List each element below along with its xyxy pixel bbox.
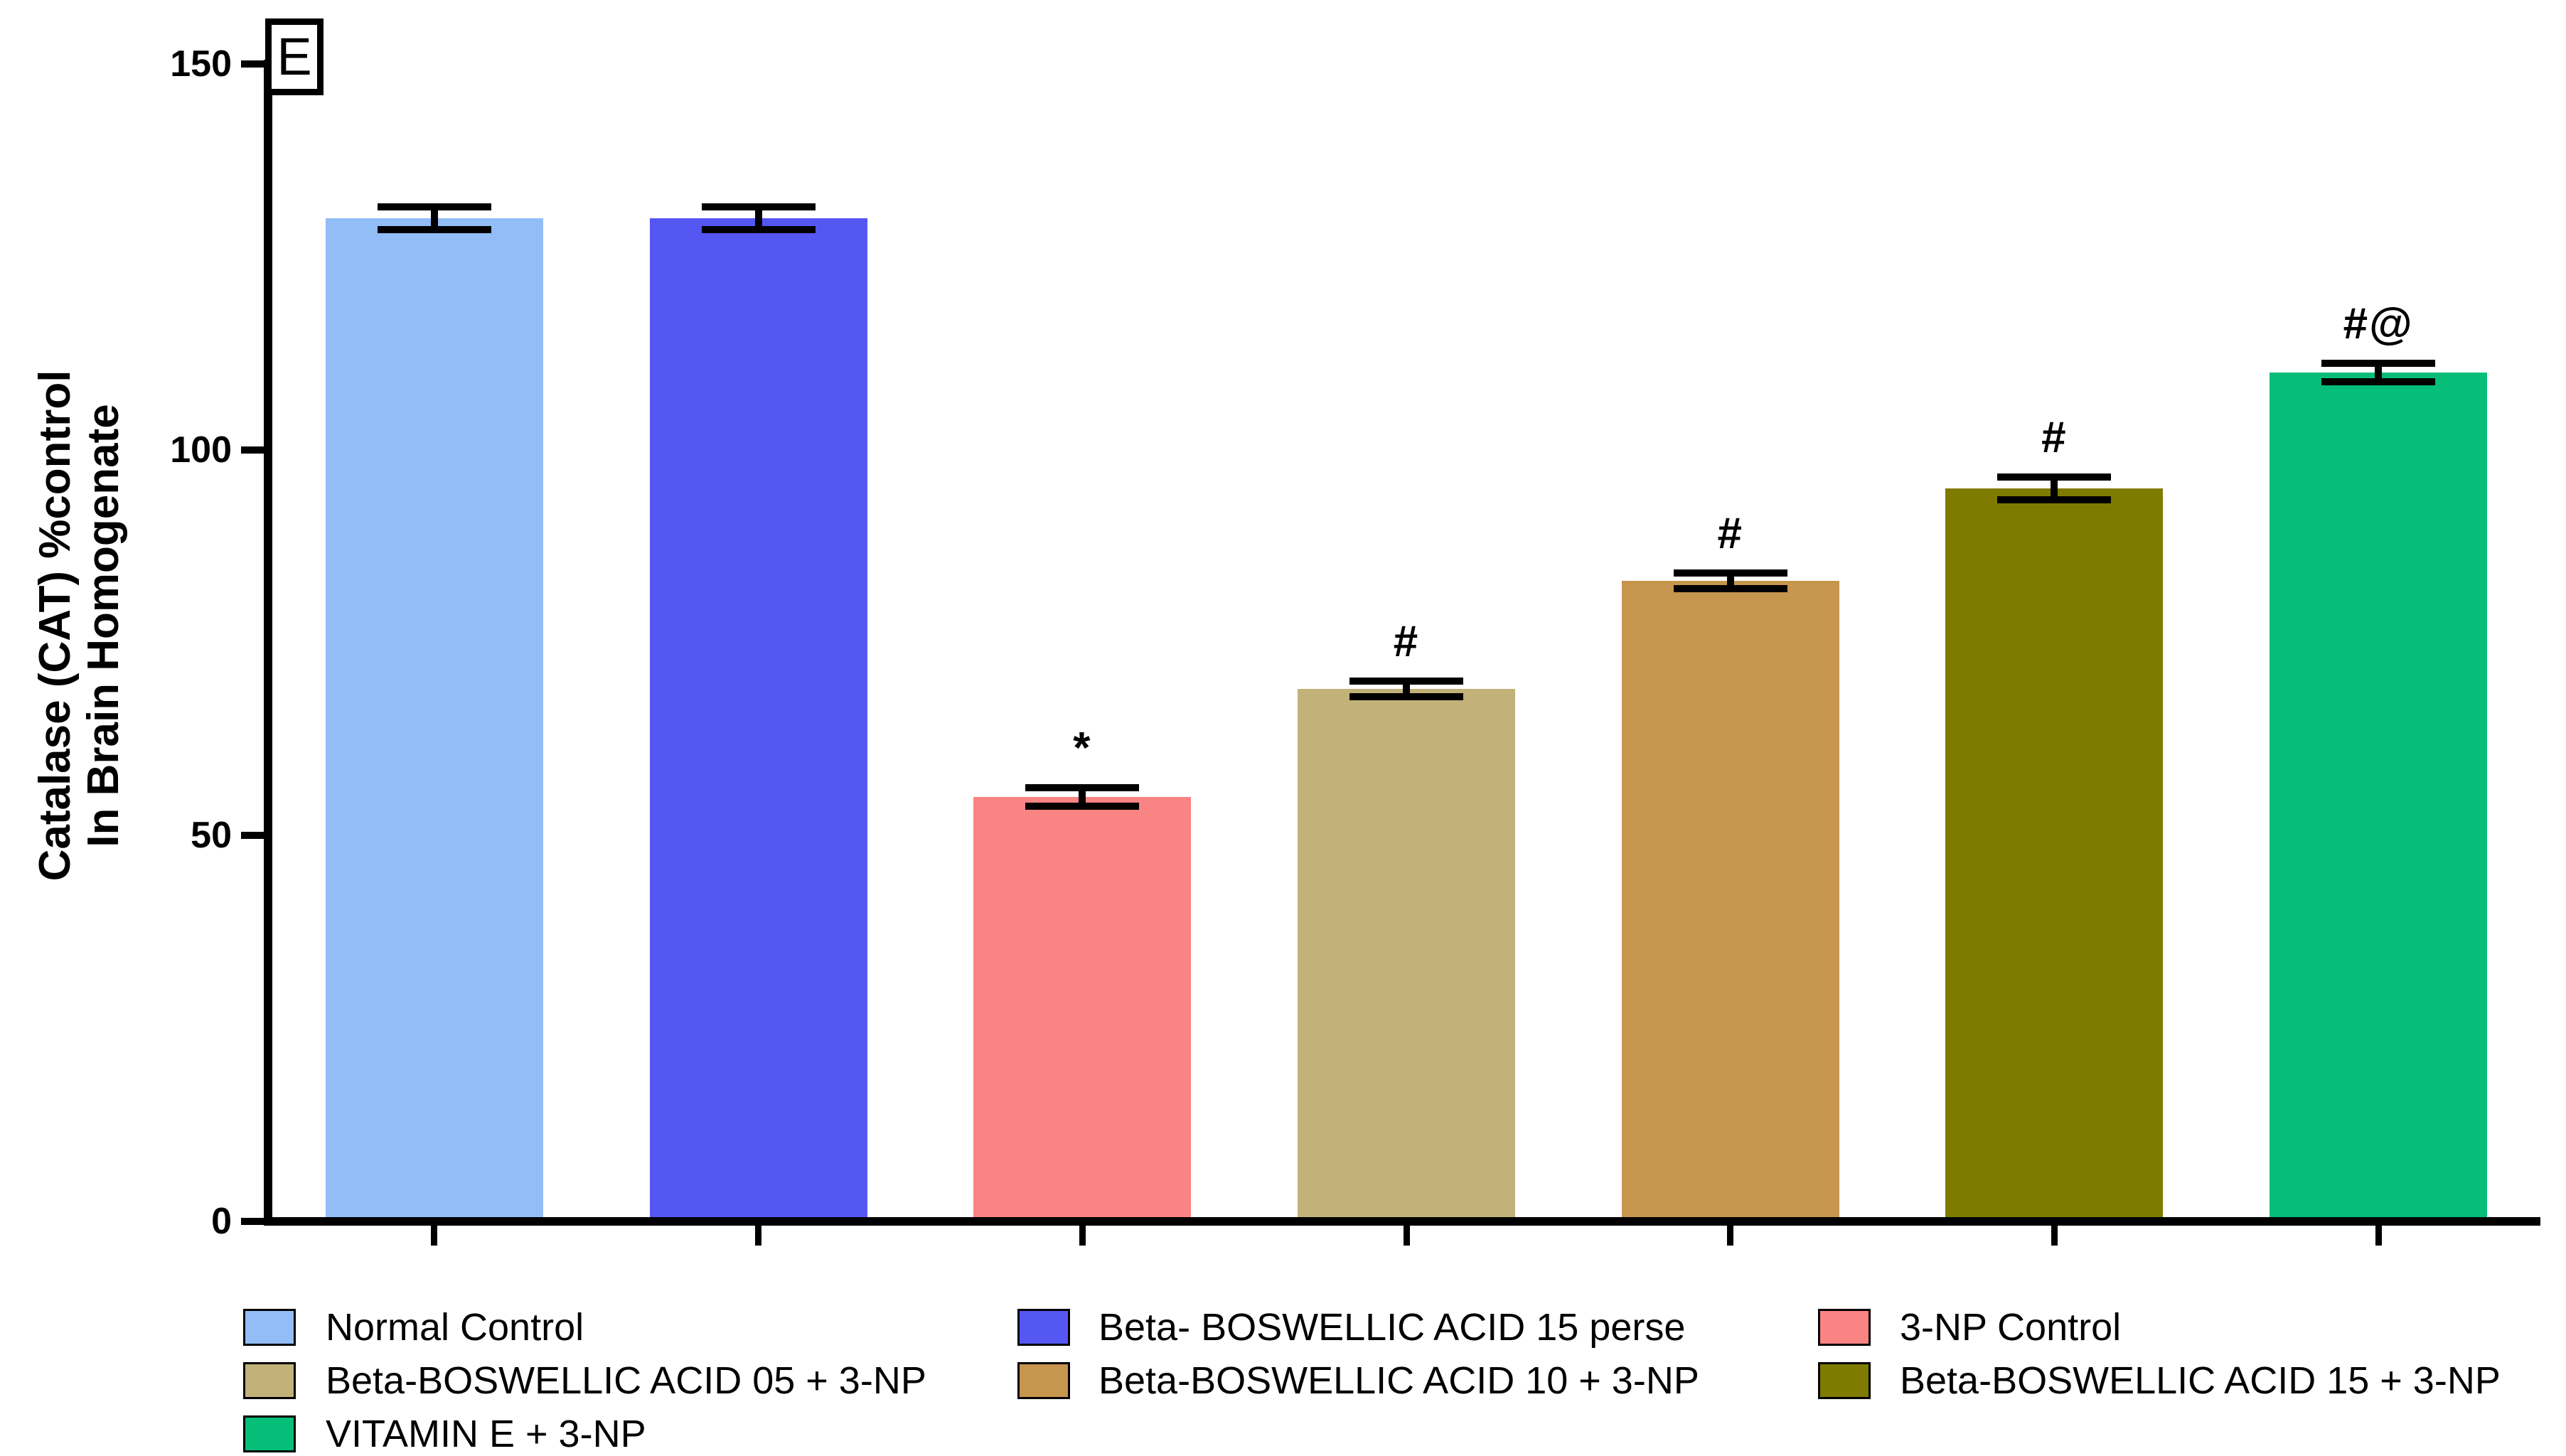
legend-label: Beta-BOSWELLIC ACID 10 + 3-NP xyxy=(1098,1359,1699,1402)
y-axis-tick xyxy=(241,832,264,840)
error-bar-cap-bottom xyxy=(701,226,816,234)
legend-label: Beta-BOSWELLIC ACID 15 + 3-NP xyxy=(1900,1359,2501,1402)
legend-label: Beta-BOSWELLIC ACID 05 + 3-NP xyxy=(326,1359,926,1402)
bar-annotation: # xyxy=(1393,617,1420,667)
bar-annotation: # xyxy=(1717,509,1743,559)
error-bar-cap-top xyxy=(701,203,816,210)
error-bar-cap-bottom xyxy=(377,226,491,234)
error-bar-stem xyxy=(754,206,762,230)
bar-beta-boswellic-acid-15-3-np xyxy=(1945,488,2164,1221)
error-bar-cap-top xyxy=(1997,473,2112,481)
legend-swatch xyxy=(1818,1309,1871,1346)
bar-beta-boswellic-acid-05-3-np xyxy=(1298,689,1515,1221)
error-bar-cap-top xyxy=(1673,569,1787,577)
x-axis-tick xyxy=(1403,1226,1410,1246)
legend-label: Beta- BOSWELLIC ACID 15 perse xyxy=(1098,1306,1686,1349)
error-bar-cap-bottom xyxy=(1673,585,1787,593)
x-axis-tick xyxy=(1727,1226,1734,1246)
legend-swatch xyxy=(243,1415,296,1452)
error-bar-cap-top xyxy=(1349,678,1463,685)
bar-annotation: * xyxy=(1073,724,1092,774)
error-bar-stem xyxy=(1079,788,1086,807)
y-axis-tick-label: 100 xyxy=(170,429,232,471)
y-axis-tick xyxy=(241,60,264,68)
bar-beta-boswellic-acid-15-perse xyxy=(649,218,867,1221)
error-bar-stem xyxy=(1403,681,1410,697)
x-axis-tick xyxy=(2375,1226,2382,1246)
y-axis-tick xyxy=(241,446,264,454)
x-axis-line xyxy=(264,1217,2540,1226)
legend-label: Normal Control xyxy=(326,1306,584,1349)
bar-vitamin-e-3-np xyxy=(2270,373,2488,1221)
legend-swatch xyxy=(1017,1309,1070,1346)
error-bar-cap-bottom xyxy=(1997,496,2112,504)
y-axis-line xyxy=(264,60,272,1226)
legend-swatch xyxy=(1017,1362,1070,1399)
x-axis-tick xyxy=(2051,1226,2058,1246)
x-axis-tick xyxy=(431,1226,438,1246)
error-bar-cap-bottom xyxy=(1349,692,1463,700)
x-axis-tick xyxy=(755,1226,762,1246)
error-bar-cap-top xyxy=(2321,360,2436,368)
y-axis-tick-label: 50 xyxy=(191,815,232,857)
legend-label: VITAMIN E + 3-NP xyxy=(326,1413,646,1455)
bar-annotation: # xyxy=(2041,412,2068,462)
error-bar-stem xyxy=(2375,363,2383,382)
bar-annotation: #@ xyxy=(2343,299,2414,349)
bar-beta-boswellic-acid-10-3-np xyxy=(1621,581,1839,1221)
y-axis-tick-label: 150 xyxy=(170,43,232,85)
y-axis-tick-label: 0 xyxy=(211,1201,232,1242)
x-axis-tick xyxy=(1079,1226,1086,1246)
legend-swatch xyxy=(243,1362,296,1399)
panel-label: E xyxy=(265,18,324,95)
error-bar-cap-top xyxy=(377,203,491,210)
error-bar-stem xyxy=(1726,573,1734,589)
bar-normal-control xyxy=(325,218,543,1221)
legend-swatch xyxy=(243,1309,296,1346)
error-bar-cap-top xyxy=(1025,784,1140,792)
y-axis-title-line1: Catalase (CAT) %control xyxy=(31,370,80,882)
y-axis-tick xyxy=(241,1218,264,1225)
legend-swatch xyxy=(1818,1362,1871,1399)
legend-label: 3-NP Control xyxy=(1900,1306,2122,1349)
bar-3-np-control xyxy=(973,797,1192,1221)
error-bar-cap-bottom xyxy=(2321,378,2436,386)
error-bar-stem xyxy=(430,206,438,230)
error-bar-cap-bottom xyxy=(1025,803,1140,810)
error-bar-stem xyxy=(2051,476,2058,500)
